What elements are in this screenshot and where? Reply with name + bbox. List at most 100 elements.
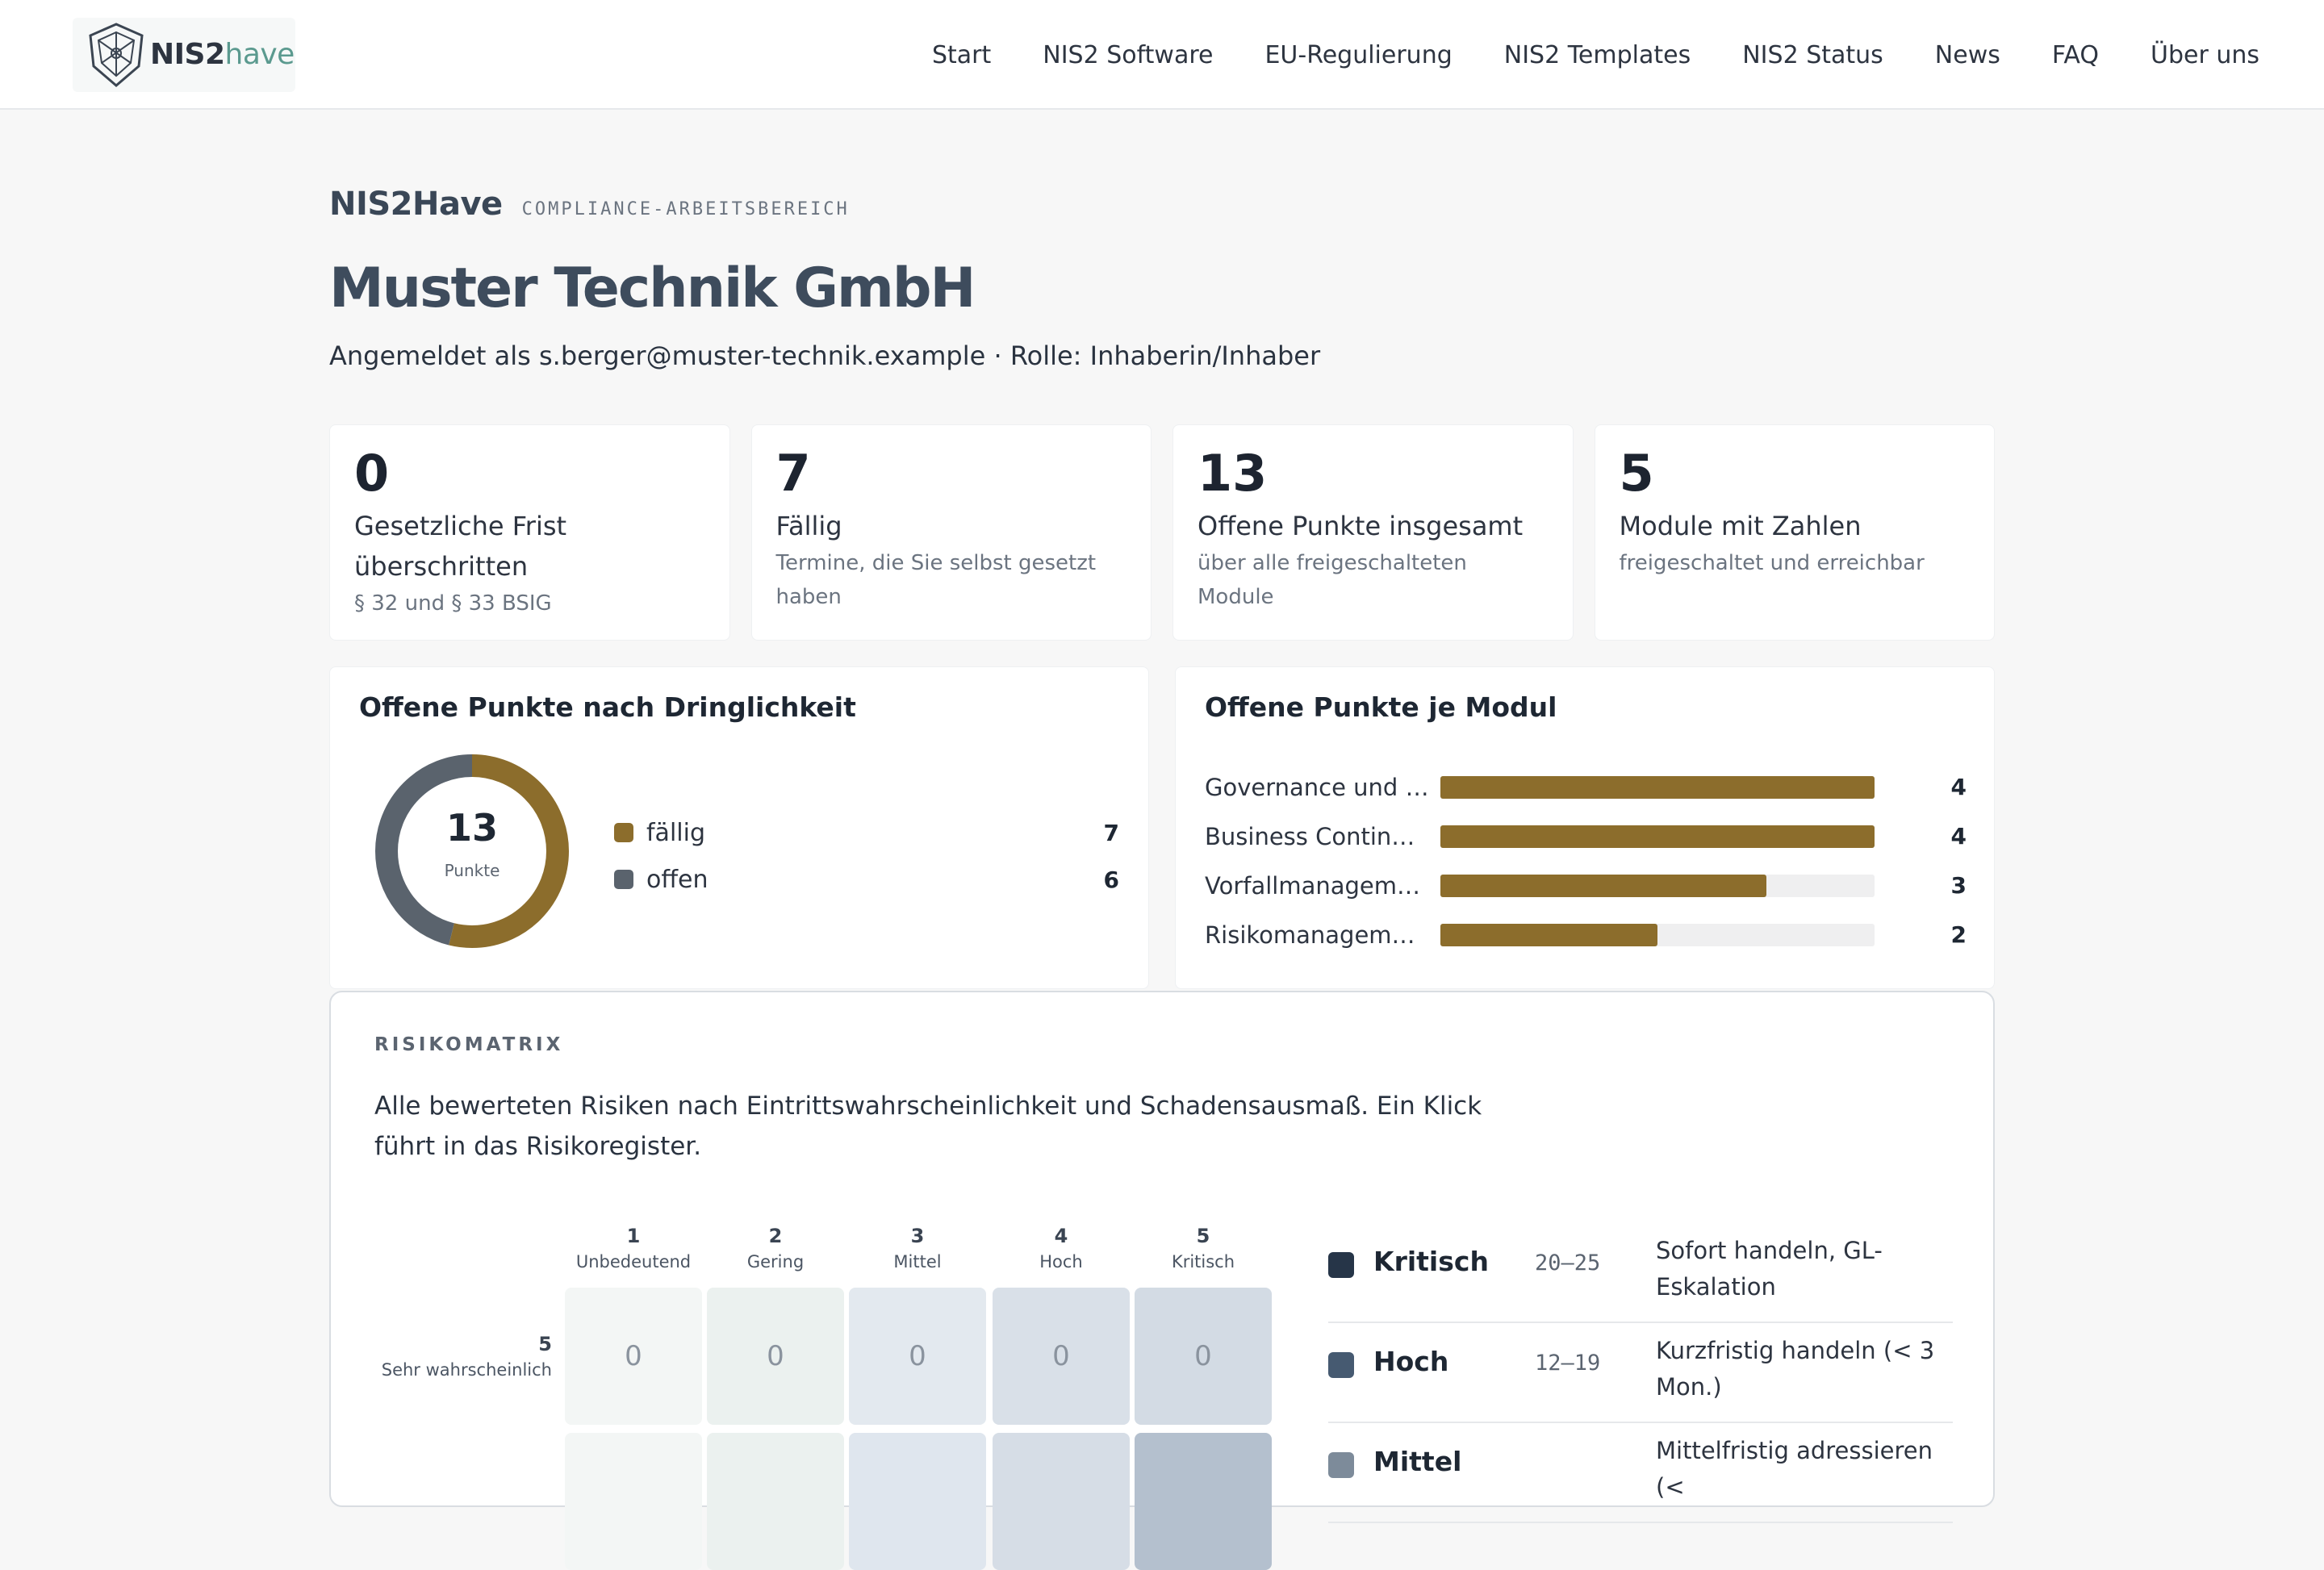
- stat-subtitle: freigeschaltet und erreichbar: [1619, 551, 1925, 575]
- severity-name: Hoch: [1373, 1346, 1449, 1377]
- severity-name: Kritisch: [1373, 1246, 1489, 1277]
- stat-subtitle: über alle freigeschalteten Module: [1198, 551, 1467, 609]
- matrix-cell[interactable]: 0: [849, 1288, 986, 1425]
- severity-name: Mittel: [1373, 1446, 1462, 1477]
- bar-label: Vorfallmanagement: [1205, 871, 1436, 900]
- severity-row-mittel: Mittel Mittelfristig adressieren (<: [1328, 1423, 1953, 1523]
- matrix-column-header: 4 Hoch: [993, 1223, 1130, 1275]
- bar-value: 4: [1950, 774, 1967, 800]
- stat-card-open-total: 13 Offene Punkte insgesamt über alle fre…: [1172, 424, 1574, 641]
- company-title: Muster Technik GmbH: [329, 257, 976, 320]
- bar-row-risikomanagement: Risikomanagement 2: [1205, 910, 1967, 959]
- legend-swatch: [614, 870, 633, 889]
- bar-row-business-continuity: Business Continuity 4: [1205, 812, 1967, 861]
- nav-item-faq[interactable]: FAQ: [2051, 40, 2099, 69]
- urgency-donut-chart: [375, 754, 569, 948]
- stat-value: 0: [354, 444, 390, 503]
- bar-label: Risikomanagement: [1205, 921, 1431, 949]
- donut-total-label: Punkte: [444, 861, 500, 880]
- top-navigation-bar: NIS2have Start NIS2 Software EU-Regulier…: [0, 0, 2324, 110]
- stat-label: Gesetzliche Frist überschritten: [354, 511, 567, 582]
- stat-value: 5: [1619, 444, 1654, 503]
- risk-matrix-eyebrow: RISIKOMATRIX: [374, 1034, 564, 1055]
- bar-fill: [1440, 825, 1875, 848]
- stat-subtitle: Termine, die Sie selbst gesetzt haben: [775, 551, 1097, 609]
- urgency-panel: Offene Punkte nach Dringlichkeit 13 Punk…: [329, 666, 1149, 989]
- donut-segment-1: [375, 754, 569, 948]
- bar-fill: [1440, 775, 1875, 799]
- matrix-row-header: 5 Sehr wahrscheinlich: [374, 1331, 552, 1383]
- urgency-legend: fällig 7 offen 6: [614, 809, 1119, 903]
- bar-label: Business Continuity: [1205, 822, 1436, 850]
- legend-value: 7: [1103, 819, 1119, 846]
- nav-item-news[interactable]: News: [1934, 40, 2000, 69]
- bar-fill: [1440, 874, 1766, 897]
- bar-label: Governance und Ri…: [1205, 773, 1440, 801]
- brand-name: NIS2Have: [329, 186, 503, 223]
- matrix-cell[interactable]: [993, 1433, 1130, 1570]
- stat-label: Fällig: [775, 511, 842, 541]
- severity-row-kritisch: Kritisch 20–25 Sofort handeln, GL-Eskala…: [1328, 1223, 1953, 1323]
- bar-row-governance: Governance und Ri… 4: [1205, 762, 1967, 812]
- column-label: Kritisch: [1171, 1252, 1235, 1271]
- stat-value: 7: [775, 444, 811, 503]
- bar-track: [1440, 775, 1875, 799]
- stat-card-due: 7 Fällig Termine, die Sie selbst gesetzt…: [750, 424, 1152, 641]
- nav-item-ueber-uns[interactable]: Über uns: [2151, 40, 2259, 69]
- donut-total: 13: [445, 806, 498, 850]
- column-label: Hoch: [1039, 1252, 1083, 1271]
- nav-item-eu-regulierung[interactable]: EU-Regulierung: [1264, 40, 1452, 69]
- risk-matrix-description: Alle bewerteten Risiken nach Eintrittswa…: [374, 1092, 1482, 1161]
- matrix-column-header: 1 Unbedeutend: [565, 1223, 702, 1275]
- nav-item-start[interactable]: Start: [931, 40, 992, 69]
- matrix-cell[interactable]: [565, 1433, 702, 1570]
- matrix-cell[interactable]: 0: [1135, 1288, 1272, 1425]
- matrix-column-header: 5 Kritisch: [1135, 1223, 1272, 1275]
- modules-bar-chart: Governance und Ri… 4 Business Continuity…: [1205, 762, 1967, 959]
- stat-card-modules: 5 Module mit Zahlen freigeschaltet und e…: [1594, 424, 1995, 641]
- matrix-cell[interactable]: [1135, 1433, 1272, 1570]
- bar-row-vorfallmanagement: Vorfallmanagement 3: [1205, 861, 1967, 910]
- logo-shield-icon: [89, 23, 144, 87]
- nav-item-nis2-templates[interactable]: NIS2 Templates: [1503, 40, 1691, 69]
- matrix-cell[interactable]: 0: [993, 1288, 1130, 1425]
- stat-value: 13: [1198, 444, 1268, 503]
- bar-track: [1440, 923, 1875, 946]
- column-number: 4: [1054, 1225, 1068, 1247]
- nav-item-nis2-software[interactable]: NIS2 Software: [1043, 40, 1214, 69]
- matrix-column-header: 3 Mittel: [849, 1223, 986, 1275]
- column-number: 2: [768, 1225, 783, 1247]
- matrix-cell[interactable]: 0: [707, 1288, 844, 1425]
- bar-value: 3: [1950, 872, 1967, 899]
- severity-swatch: [1328, 1452, 1354, 1478]
- matrix-cell[interactable]: [707, 1433, 844, 1570]
- bar-track: [1440, 874, 1875, 897]
- severity-description: Sofort handeln, GL-Eskalation: [1656, 1237, 1883, 1301]
- column-number: 1: [626, 1225, 641, 1247]
- legend-item-faellig: fällig 7: [614, 809, 1119, 856]
- risk-matrix-card: RISIKOMATRIX Alle bewerteten Risiken nac…: [329, 991, 1995, 1570]
- nav-item-nis2-status[interactable]: NIS2 Status: [1742, 40, 1883, 69]
- workspace-label: COMPLIANCE-ARBEITSBEREICH: [521, 199, 850, 219]
- matrix-cell[interactable]: [849, 1433, 986, 1570]
- matrix-cell[interactable]: 0: [565, 1288, 702, 1425]
- severity-range: 20–25: [1535, 1251, 1601, 1276]
- legend-label: fällig: [646, 818, 705, 847]
- severity-description: Kurzfristig handeln (< 3 Mon.): [1656, 1337, 1935, 1401]
- modules-title: Offene Punkte je Modul: [1205, 691, 1557, 723]
- row-number: 5: [538, 1333, 552, 1355]
- bar-value: 4: [1950, 823, 1967, 850]
- severity-swatch: [1328, 1252, 1354, 1278]
- logged-in-info: Angemeldet als s.berger@muster-technik.e…: [329, 340, 1321, 371]
- site-logo[interactable]: NIS2have: [73, 18, 295, 92]
- column-label: Unbedeutend: [575, 1252, 692, 1271]
- main-nav: Start NIS2 Software EU-Regulierung NIS2 …: [932, 0, 2259, 110]
- bar-value: 2: [1950, 921, 1967, 948]
- urgency-title: Offene Punkte nach Dringlichkeit: [359, 691, 856, 723]
- matrix-column-header: 2 Gering: [707, 1223, 844, 1275]
- severity-range: 12–19: [1535, 1351, 1601, 1376]
- severity-description: Mittelfristig adressieren (<: [1656, 1437, 1933, 1501]
- stat-card-overdue: 0 Gesetzliche Frist überschritten § 32 u…: [329, 424, 730, 641]
- column-number: 5: [1196, 1225, 1210, 1247]
- bar-fill: [1440, 923, 1657, 946]
